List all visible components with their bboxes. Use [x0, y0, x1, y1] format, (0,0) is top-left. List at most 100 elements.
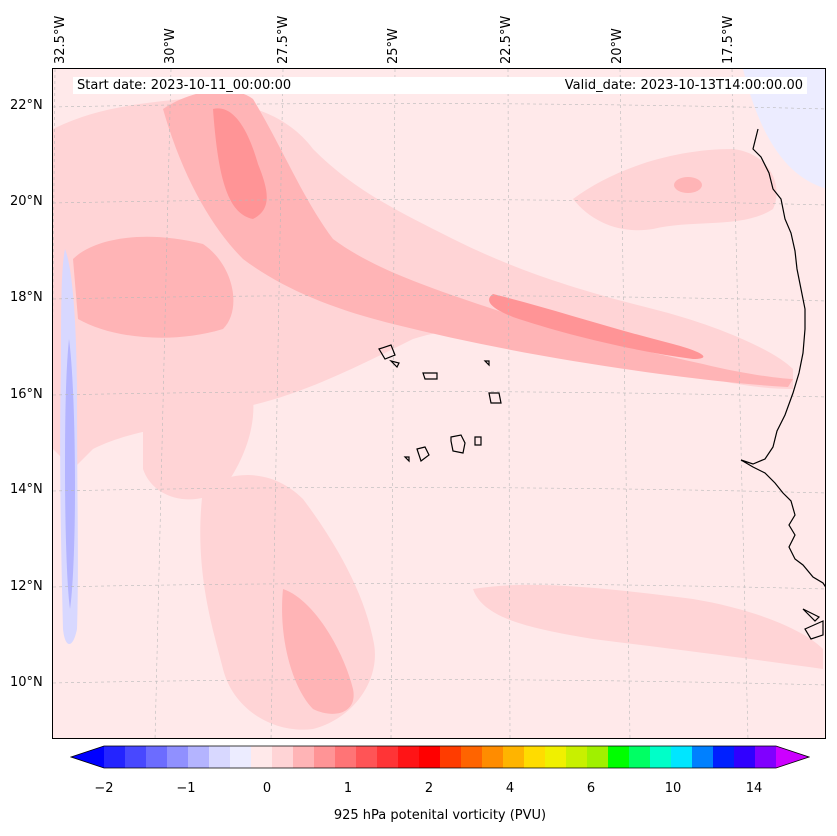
pv-plume-center	[143, 365, 254, 500]
meridian-line	[507, 69, 511, 738]
colorbar-segment	[650, 746, 672, 768]
lat-label: 18°N	[10, 290, 43, 305]
colorbar-segment	[146, 746, 168, 768]
colorbar-segment	[734, 746, 756, 768]
lon-label: 32.5°W	[53, 15, 68, 64]
parallel-line	[53, 295, 825, 302]
lon-label: 25°W	[386, 28, 401, 64]
meridian-line	[619, 69, 631, 738]
island-outline	[450, 434, 466, 454]
pv-plume-east	[573, 149, 777, 231]
pv-core-west	[73, 236, 234, 338]
colorbar-title: 925 hPa potenital vorticity (PVU)	[333, 808, 547, 823]
island-outline	[378, 344, 396, 360]
pv-max-east	[674, 177, 702, 193]
pv-negative-east	[743, 69, 825, 189]
island-outline	[474, 436, 482, 446]
pv-contour-map	[53, 69, 825, 738]
start-date-label: Start date: 2023-10-11_00:00:00	[73, 77, 541, 94]
island-outline	[389, 359, 400, 369]
colorbar-segment	[545, 746, 567, 768]
meridian-line	[731, 69, 749, 738]
lat-label: 10°N	[10, 675, 43, 690]
colorbar-outline	[70, 745, 810, 769]
island-outline	[488, 392, 502, 404]
colorbar-segment	[335, 746, 357, 768]
colorbar-segment	[629, 746, 651, 768]
lat-label: 14°N	[10, 482, 43, 497]
colorbar-segment	[272, 746, 294, 768]
meridian-line	[270, 69, 284, 738]
parallel-line	[53, 103, 825, 110]
parallel-line	[53, 583, 825, 590]
colorbar-extend-min	[71, 746, 104, 768]
parallel-line	[53, 487, 825, 494]
island-outline	[483, 360, 490, 367]
lon-label: 20°W	[610, 28, 625, 64]
colorbar-segment	[125, 746, 147, 768]
parallel-line	[53, 679, 825, 686]
colorbar-tick-label: 4	[505, 781, 515, 796]
colorbar-segment	[713, 746, 735, 768]
lat-label: 16°N	[10, 387, 43, 402]
colorbar-segment	[440, 746, 462, 768]
colorbar-segment	[482, 746, 504, 768]
colorbar-segment	[356, 746, 378, 768]
colorbar-segment	[377, 746, 399, 768]
colorbar-tick-label: 6	[586, 781, 596, 796]
island-outline	[403, 456, 410, 463]
colorbar-tick-label: 14	[745, 781, 763, 796]
pv-core-south	[282, 589, 354, 714]
pv-band-southeast	[473, 584, 823, 669]
colorbar-segment	[167, 746, 189, 768]
colorbar-segment	[692, 746, 714, 768]
colorbar-segment	[209, 746, 231, 768]
colorbar-tick-label: 10	[664, 781, 682, 796]
lon-label: 30°W	[163, 28, 178, 64]
parallel-line	[53, 391, 825, 398]
coastline-detail	[802, 608, 824, 640]
african-coastline	[740, 128, 825, 588]
parallel-line	[53, 199, 825, 206]
colorbar-segment	[419, 746, 441, 768]
colorbar-tick-label: 1	[343, 781, 353, 796]
island-outline	[416, 446, 430, 462]
cape-verde-islands	[378, 344, 502, 463]
colorbar-tick-label: −2	[94, 781, 114, 796]
colorbar-segment	[608, 746, 630, 768]
lat-label: 12°N	[10, 579, 43, 594]
pv-negative-core	[65, 339, 75, 609]
valid-date-label: Valid_date: 2023-10-13T14:00:00.00	[533, 77, 807, 94]
map-panel	[52, 68, 826, 739]
meridian-line	[390, 69, 396, 738]
colorbar-segment	[188, 746, 210, 768]
lon-label: 22.5°W	[499, 15, 514, 64]
colorbar-segment	[398, 746, 420, 768]
graticule	[53, 69, 825, 738]
lon-label: 27.5°W	[276, 15, 291, 64]
colorbar-tick-label: 0	[262, 781, 272, 796]
colorbar-segment	[104, 746, 126, 768]
colorbar-tick-label: 2	[424, 781, 434, 796]
colorbar-tick-label: −1	[176, 781, 196, 796]
colorbar-segment	[671, 746, 693, 768]
meridian-line	[154, 69, 172, 738]
colorbar-segment	[230, 746, 252, 768]
lat-label: 20°N	[10, 194, 43, 209]
colorbar-segment	[587, 746, 609, 768]
lat-label: 22°N	[10, 98, 43, 113]
colorbar-segment	[251, 746, 273, 768]
pv-max-north	[213, 108, 267, 219]
colorbar-segment	[524, 746, 546, 768]
lon-label: 17.5°W	[721, 15, 736, 64]
island-outline	[422, 372, 438, 380]
colorbar	[70, 745, 810, 769]
colorbar-segment	[566, 746, 588, 768]
colorbar-extend-max	[776, 746, 809, 768]
colorbar-segment	[503, 746, 525, 768]
pv-streak-east	[489, 294, 704, 359]
colorbar-segment	[755, 746, 777, 768]
colorbar-segment	[461, 746, 483, 768]
colorbar-segment	[293, 746, 315, 768]
colorbar-segment	[314, 746, 336, 768]
